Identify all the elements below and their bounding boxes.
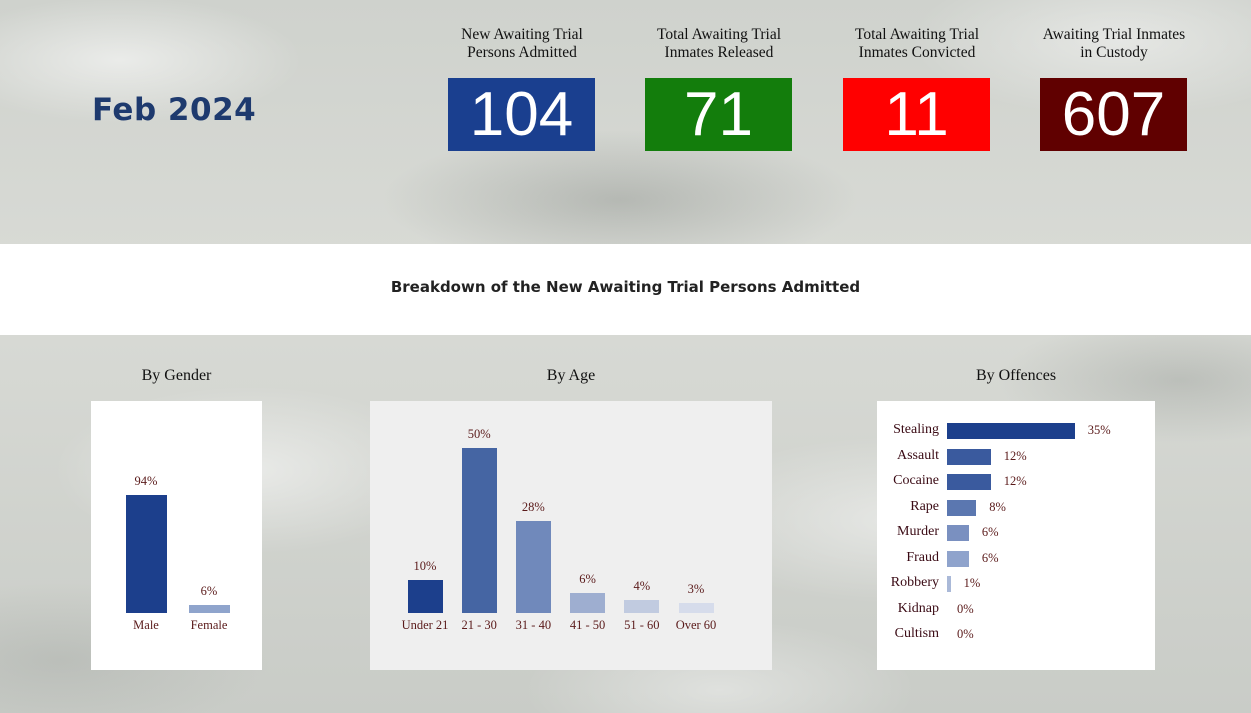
age-chart-title: By Age (546, 367, 596, 384)
bar-stealing (947, 423, 1075, 439)
kpi-released: Total Awaiting Trial Inmates Released 71 (645, 26, 793, 151)
category-label: Under 21 (401, 618, 449, 632)
kpi-admitted-value: 104 (448, 78, 595, 151)
kpi-convicted-label-line1: Total Awaiting Trial (854, 26, 980, 43)
kpi-header: Feb 2024 New Awaiting Trial Persons Admi… (0, 0, 1251, 244)
category-label: Over 60 (675, 618, 717, 632)
offences-chart-title: By Offences (975, 367, 1057, 384)
section-header: Breakdown of the New Awaiting Trial Pers… (0, 244, 1251, 335)
category-label: 31 - 40 (515, 618, 552, 632)
month-label: Feb 2024 (92, 92, 257, 128)
kpi-admitted-label: New Awaiting Trial Persons Admitted (448, 26, 596, 64)
bar-value-label: 6% (981, 525, 999, 539)
bar-31-40 (515, 520, 551, 613)
bar-rape (947, 499, 977, 516)
bar-value-label: 8% (989, 499, 1006, 514)
bar-value-label: 1% (963, 576, 981, 590)
bar-assault (947, 448, 991, 465)
bar-murder (947, 525, 969, 541)
bar-value-label: 6% (981, 550, 999, 565)
bar-fraud (947, 550, 969, 567)
kpi-released-value: 71 (645, 78, 792, 151)
bar-value-label: 94% (134, 473, 158, 488)
bar-value-label: 6% (200, 584, 218, 599)
gender-chart: 94% Male 6% Female (91, 401, 262, 670)
kpi-in-custody-label-line2: in Custody (1080, 44, 1148, 61)
gender-chart-title: By Gender (141, 367, 212, 384)
bar-value-label: 12% (1003, 474, 1027, 488)
bar-41-50 (570, 593, 606, 613)
kpi-admitted-label-line2: Persons Admitted (467, 44, 577, 61)
offence-label: Rape (910, 498, 939, 514)
kpi-released-label: Total Awaiting Trial Inmates Released (645, 26, 793, 64)
kpi-in-custody-label-line1: Awaiting Trial Inmates (1042, 26, 1186, 43)
kpi-released-label-line1: Total Awaiting Trial (656, 26, 782, 43)
bar-robbery (947, 576, 951, 592)
age-chart: 10% Under 21 50% 21 - 30 28% 31 - 40 6% 41 - 50… (370, 401, 772, 670)
offence-label: Assault (897, 447, 939, 463)
offences-chart: Stealing 35% Assault 12% Cocaine 12% Rape 8% Mur… (877, 401, 1155, 670)
category-label: 21 - 30 (461, 618, 497, 632)
category-label: Female (190, 618, 228, 632)
bar-value-label: 0% (957, 601, 974, 616)
offence-label: Stealing (893, 422, 939, 437)
offence-label: Robbery (890, 575, 939, 590)
offence-label: Cocaine (893, 473, 939, 488)
bar-value-label: 10% (413, 559, 437, 573)
offence-label: Murder (897, 524, 939, 539)
section-title: Breakdown of the New Awaiting Trial Pers… (390, 278, 861, 296)
category-label: 51 - 60 (624, 618, 660, 632)
category-label: 41 - 50 (569, 618, 606, 632)
bar-male (125, 494, 167, 613)
kpi-admitted-label-line1: New Awaiting Trial (461, 26, 583, 43)
bar-over-60 (678, 603, 714, 613)
kpi-in-custody: Awaiting Trial Inmates in Custody 607 (1040, 26, 1188, 151)
bar-value-label: 6% (579, 572, 596, 587)
bar-cocaine (947, 474, 991, 490)
bar-value-label: 28% (521, 499, 545, 514)
offence-label: Kidnap (897, 600, 939, 616)
offence-label: Cultism (894, 626, 939, 641)
kpi-convicted-label-line2: Inmates Convicted (858, 44, 976, 61)
bar-value-label: 0% (957, 627, 974, 641)
kpi-released-label-line2: Inmates Released (664, 44, 774, 61)
bar-value-label: 4% (633, 578, 651, 593)
bar-female (188, 605, 230, 613)
bar-51-60 (624, 599, 660, 613)
kpi-in-custody-label: Awaiting Trial Inmates in Custody (1040, 26, 1188, 64)
bar-value-label: 12% (1003, 448, 1027, 463)
bar-value-label: 35% (1087, 423, 1111, 437)
kpi-in-custody-value: 607 (1040, 78, 1187, 151)
kpi-convicted-label: Total Awaiting Trial Inmates Convicted (843, 26, 991, 64)
bar-value-label: 50% (467, 427, 491, 441)
kpi-convicted: Total Awaiting Trial Inmates Convicted 1… (843, 26, 991, 151)
kpi-convicted-value: 11 (843, 78, 990, 151)
category-label: Male (133, 618, 159, 632)
offence-label: Fraud (906, 549, 939, 565)
bar-value-label: 3% (687, 582, 705, 597)
bar-21-30 (461, 448, 497, 613)
kpi-admitted: New Awaiting Trial Persons Admitted 104 (448, 26, 596, 151)
bar-under-21 (407, 580, 443, 613)
